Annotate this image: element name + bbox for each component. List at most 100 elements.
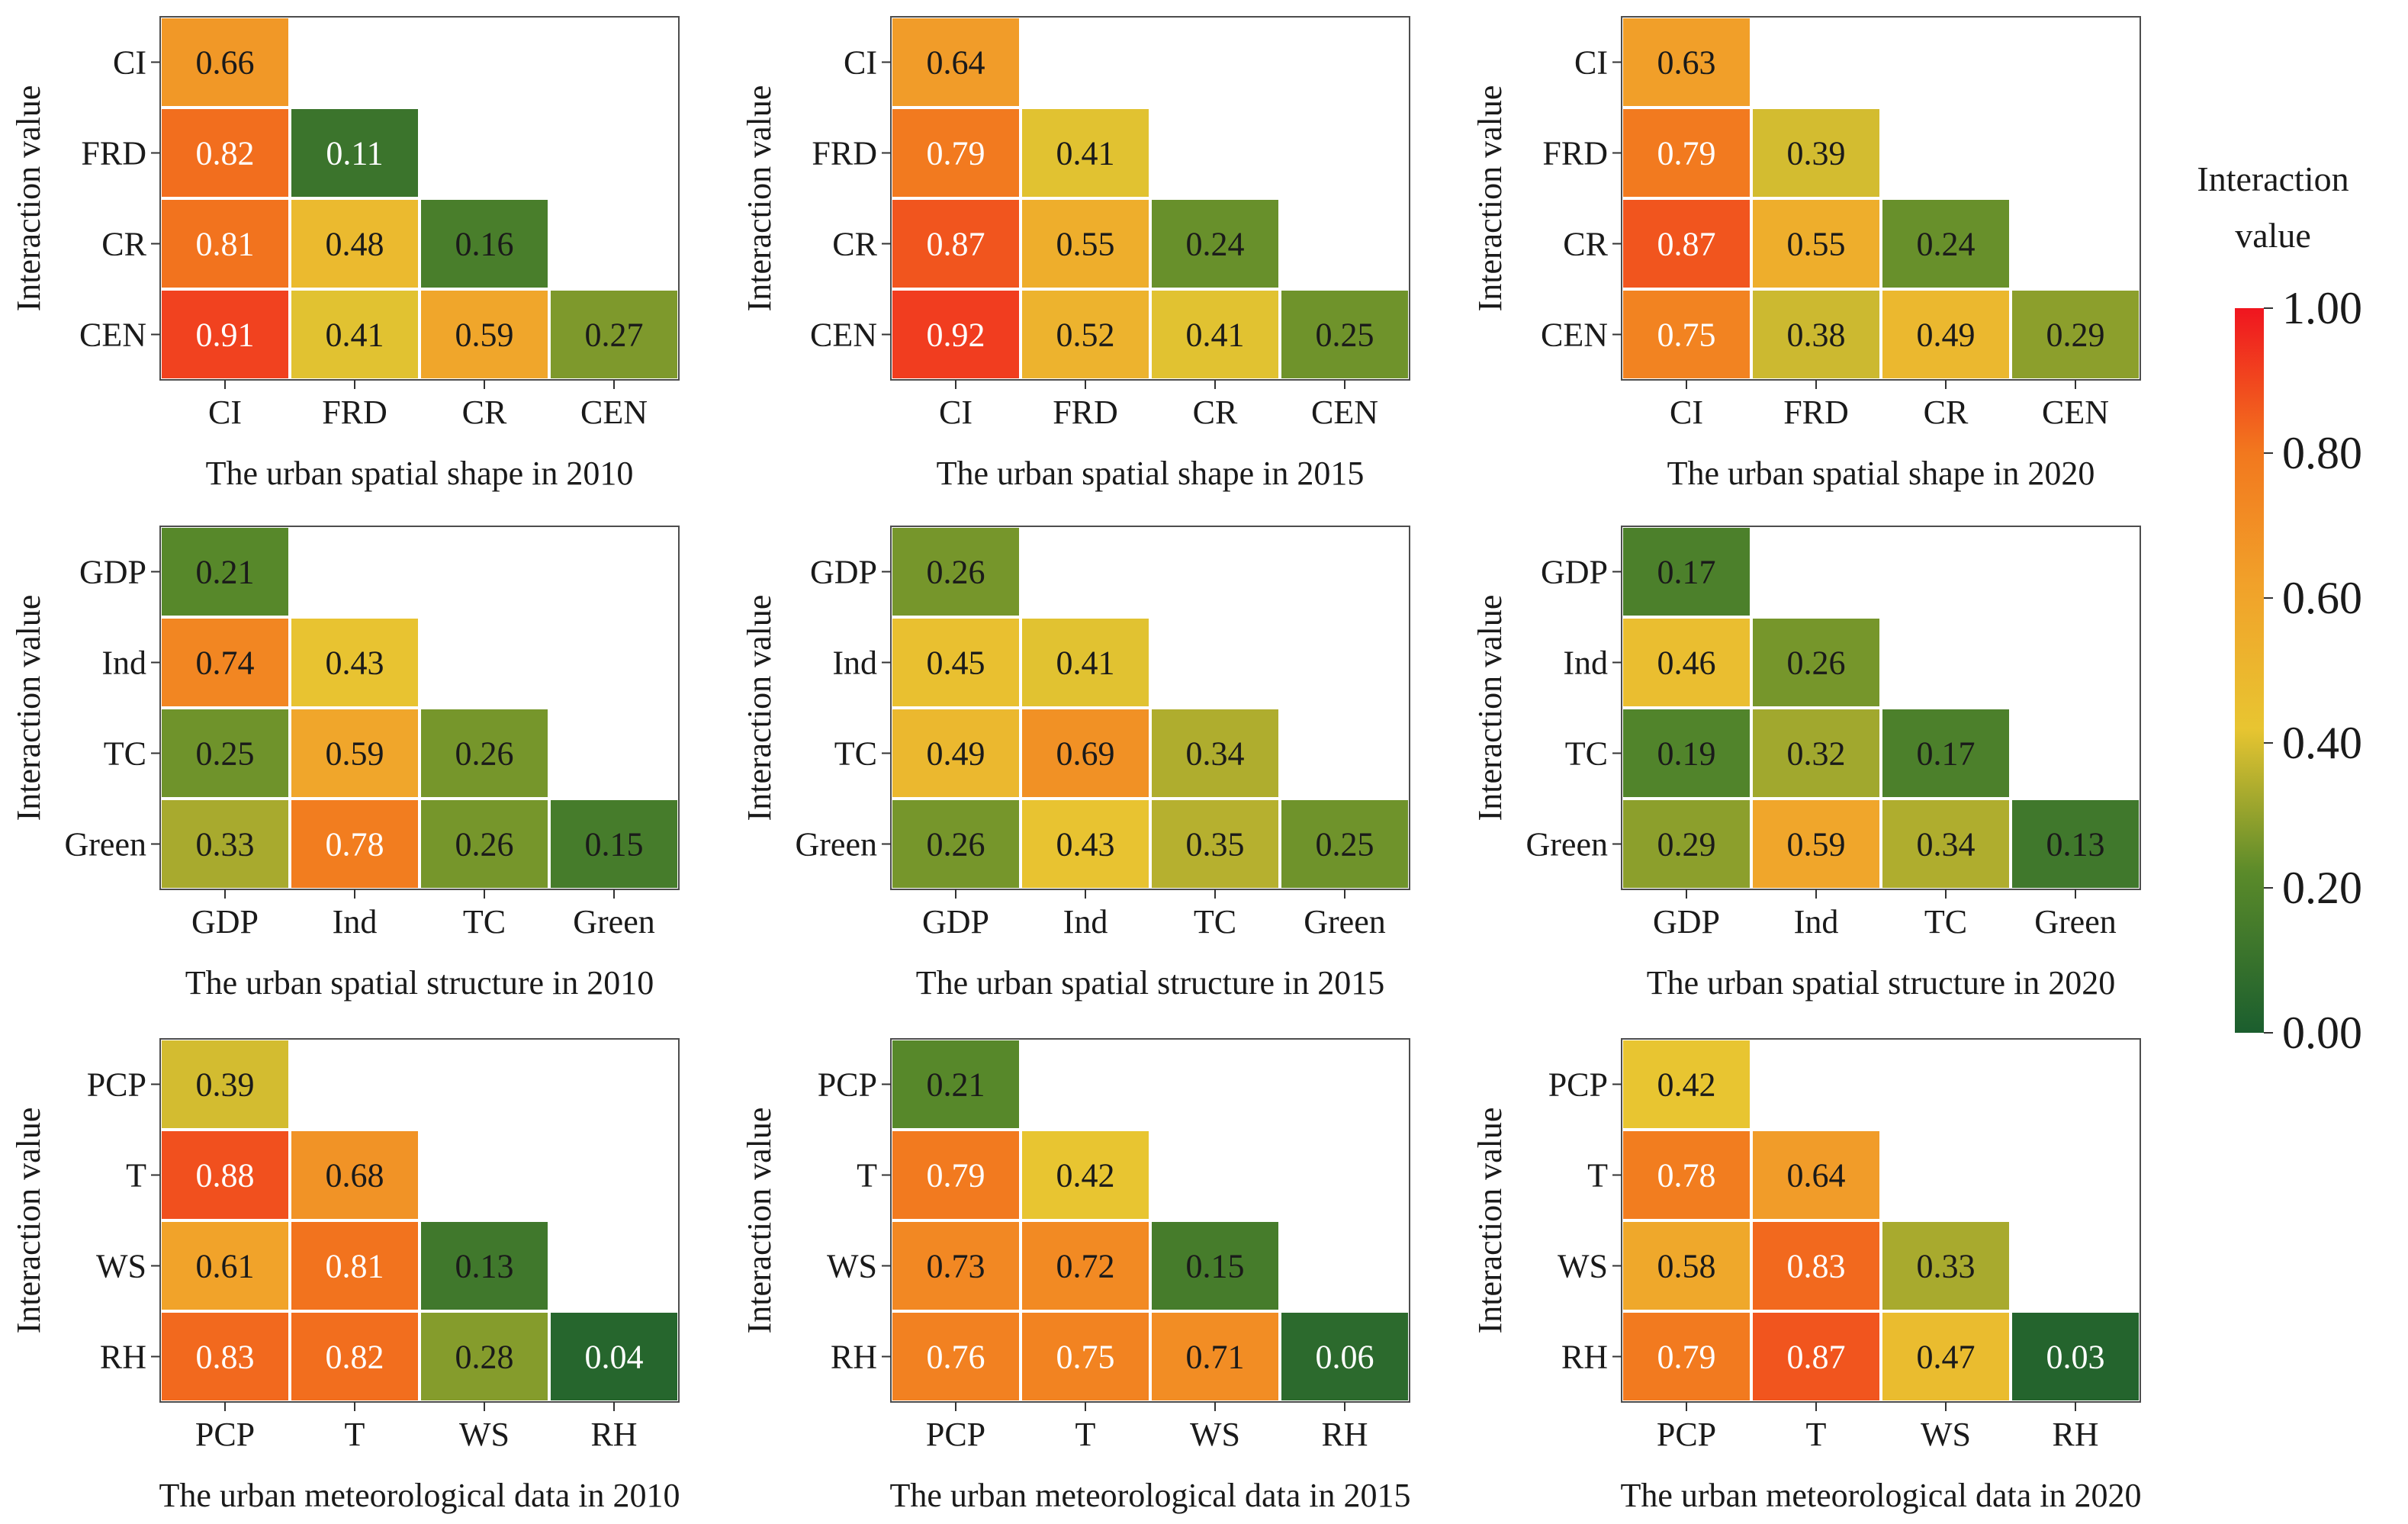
cell-value-label: 0.39 <box>196 1066 255 1104</box>
y-tick-label: GDP <box>79 554 146 591</box>
heatmap-panel: 0.17 0.46 0.26 0.19 0.32 0.17 0.29 0.59 0.34 0.13… <box>1471 526 2141 1002</box>
heatmap-cell <box>162 1040 288 1128</box>
heatmap-cell <box>892 1040 1019 1128</box>
colorbar-tick-label: 0.60 <box>2282 573 2362 623</box>
y-tick-label: Ind <box>1563 645 1608 682</box>
x-tick-label: Green <box>573 903 655 940</box>
cell-value-label: 0.34 <box>1186 735 1245 773</box>
panel-title: The urban spatial shape in 2015 <box>937 455 1365 492</box>
cell-value-label: 0.42 <box>1056 1157 1115 1194</box>
cell-value-label: 0.03 <box>2046 1339 2105 1376</box>
heatmap-cell <box>291 109 418 197</box>
heatmap-cell <box>551 800 677 888</box>
cell-value-label: 0.29 <box>2046 317 2105 354</box>
panel-frame <box>890 1038 1410 1403</box>
x-tick-label: Green <box>2034 903 2117 940</box>
cell-value-label: 0.33 <box>196 826 255 863</box>
heatmap-cell <box>421 1222 548 1310</box>
y-tick-label: TC <box>104 735 146 773</box>
y-tick-label: CI <box>113 44 146 82</box>
cell-value-label: 0.64 <box>1787 1157 1846 1194</box>
x-tick-label: PCP <box>1657 1416 1716 1453</box>
y-tick-label: WS <box>96 1248 146 1285</box>
cell-value-label: 0.78 <box>1657 1157 1716 1194</box>
x-tick-label: WS <box>1921 1416 1971 1453</box>
colorbar-title: Interaction <box>2197 159 2349 198</box>
heatmap-panel: 0.42 0.78 0.64 0.58 0.83 0.33 0.79 0.87 0.47 0.03… <box>1471 1038 2142 1514</box>
colorbar: Interaction value 1.00 0.80 0.60 0.40 0.20 0.00 <box>2197 159 2362 1058</box>
cell-value-label: 0.75 <box>1056 1339 1115 1376</box>
heatmap-cell <box>162 1222 288 1310</box>
panel-title: The urban meteorological data in 2015 <box>890 1477 1411 1514</box>
panel-title: The urban spatial shape in 2020 <box>1667 455 2095 492</box>
x-tick-label: Ind <box>1063 903 1108 940</box>
y-tick-label: CEN <box>810 317 877 354</box>
y-tick-label: WS <box>827 1248 877 1285</box>
panel-frame <box>890 526 1410 890</box>
x-tick-label: T <box>1075 1416 1096 1453</box>
heatmap-cell <box>1281 1313 1408 1400</box>
cell-value-label: 0.61 <box>196 1248 255 1285</box>
heatmap-cell <box>551 1313 677 1400</box>
panel-frame <box>1621 16 2141 381</box>
cell-value-label: 0.15 <box>585 826 644 863</box>
cell-value-label: 0.16 <box>455 226 514 263</box>
cell-value-label: 0.79 <box>927 135 985 172</box>
panel-frame <box>1621 1038 2141 1403</box>
x-tick-label: GDP <box>191 903 259 940</box>
x-tick-label: CEN <box>580 394 648 431</box>
cell-value-label: 0.92 <box>927 317 985 354</box>
heatmap-cell <box>1281 291 1408 378</box>
heatmap-cell <box>291 1131 418 1219</box>
heatmap-cell <box>892 619 1019 706</box>
cell-value-label: 0.79 <box>1657 135 1716 172</box>
y-tick-label: Green <box>65 826 147 863</box>
y-tick-label: T <box>126 1157 146 1194</box>
cell-value-label: 0.45 <box>927 645 985 682</box>
y-tick-label: GDP <box>810 554 877 591</box>
x-tick-label: TC <box>463 903 506 940</box>
panel-title: The urban meteorological data in 2020 <box>1621 1477 2142 1514</box>
y-tick-label: WS <box>1558 1248 1608 1285</box>
y-axis-title: Interaction value <box>1471 85 1509 312</box>
heatmap-cell <box>892 18 1019 106</box>
cell-value-label: 0.26 <box>927 554 985 591</box>
heatmap-cell <box>291 1222 418 1310</box>
x-tick-label: CI <box>1670 394 1703 431</box>
heatmap-cell <box>1022 109 1149 197</box>
y-axis-title: Interaction value <box>10 85 47 312</box>
heatmap-cell <box>162 109 288 197</box>
heatmap-cell <box>1022 291 1149 378</box>
cell-value-label: 0.39 <box>1787 135 1846 172</box>
cell-value-label: 0.29 <box>1657 826 1716 863</box>
x-tick-label: Green <box>1304 903 1386 940</box>
heatmap-cell <box>1753 109 1879 197</box>
heatmap-cell <box>1623 1313 1750 1400</box>
panel-title: The urban spatial structure in 2010 <box>185 964 654 1002</box>
y-tick-label: CR <box>832 226 877 263</box>
cell-value-label: 0.17 <box>1657 554 1716 591</box>
y-tick-label: PCP <box>87 1066 146 1104</box>
heatmap-cell <box>1623 528 1750 616</box>
heatmap-cell <box>1281 800 1408 888</box>
cell-value-label: 0.46 <box>1657 645 1716 682</box>
cell-value-label: 0.78 <box>326 826 384 863</box>
cell-value-label: 0.33 <box>1917 1248 1976 1285</box>
cell-value-label: 0.04 <box>585 1339 644 1376</box>
cell-value-label: 0.13 <box>2046 826 2105 863</box>
cell-value-label: 0.26 <box>1787 645 1846 682</box>
cell-value-label: 0.32 <box>1787 735 1846 773</box>
x-tick-label: GDP <box>922 903 989 940</box>
y-tick-label: T <box>857 1157 877 1194</box>
colorbar-tick-label: 1.00 <box>2282 283 2362 333</box>
cell-value-label: 0.87 <box>1787 1339 1846 1376</box>
cell-value-label: 0.87 <box>1657 226 1716 263</box>
heatmap-cell <box>1022 800 1149 888</box>
cell-value-label: 0.41 <box>1056 135 1115 172</box>
heatmap-cell <box>1623 619 1750 706</box>
heatmap-cell <box>1152 291 1278 378</box>
y-tick-label: Green <box>1526 826 1609 863</box>
cell-value-label: 0.35 <box>1186 826 1245 863</box>
heatmap-cell <box>421 1313 548 1400</box>
